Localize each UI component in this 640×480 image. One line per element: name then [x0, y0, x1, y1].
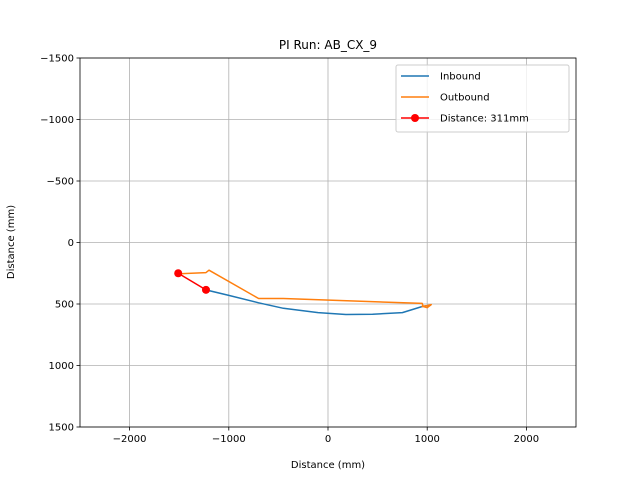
x-axis: −2000 −1000 0 1000 2000 [113, 427, 539, 445]
y-tick-label: −1500 [40, 54, 74, 65]
y-tick-label: −1000 [40, 115, 74, 126]
legend-entry-label: Outbound [440, 93, 490, 104]
x-tick-label: −1000 [212, 434, 246, 445]
legend-box [395, 64, 570, 133]
x-tick-label: −2000 [113, 434, 147, 445]
y-tick-label: 1000 [49, 361, 74, 372]
y-axis: −1500 −1000 −500 0 500 1000 1500 [40, 54, 80, 434]
y-tick-label: 0 [68, 238, 74, 249]
legend-entry-label: Inbound [440, 72, 481, 83]
series-line-2 [177, 272, 208, 291]
series-point [174, 269, 183, 278]
grid [80, 57, 576, 428]
x-axis-label: Distance (mm) [291, 460, 365, 471]
legend-marker [411, 114, 419, 122]
y-axis-label: Distance (mm) [6, 205, 17, 279]
y-tick-label: 500 [55, 300, 74, 311]
chart-title: PI Run: AB_CX_9 [279, 38, 377, 52]
series-line-0 [205, 288, 432, 316]
x-tick-label: 0 [325, 434, 331, 445]
y-tick-label: 1500 [49, 423, 74, 434]
series-line-1 [176, 269, 432, 309]
legend: Inbound Outbound Distance: 311mm [395, 64, 570, 133]
series-layer [174, 269, 432, 316]
series-point [201, 285, 210, 294]
x-tick-label: 1000 [414, 434, 439, 445]
x-tick-label: 2000 [514, 434, 539, 445]
y-tick-label: −500 [47, 177, 74, 188]
legend-entry-label: Distance: 311mm [440, 114, 529, 125]
